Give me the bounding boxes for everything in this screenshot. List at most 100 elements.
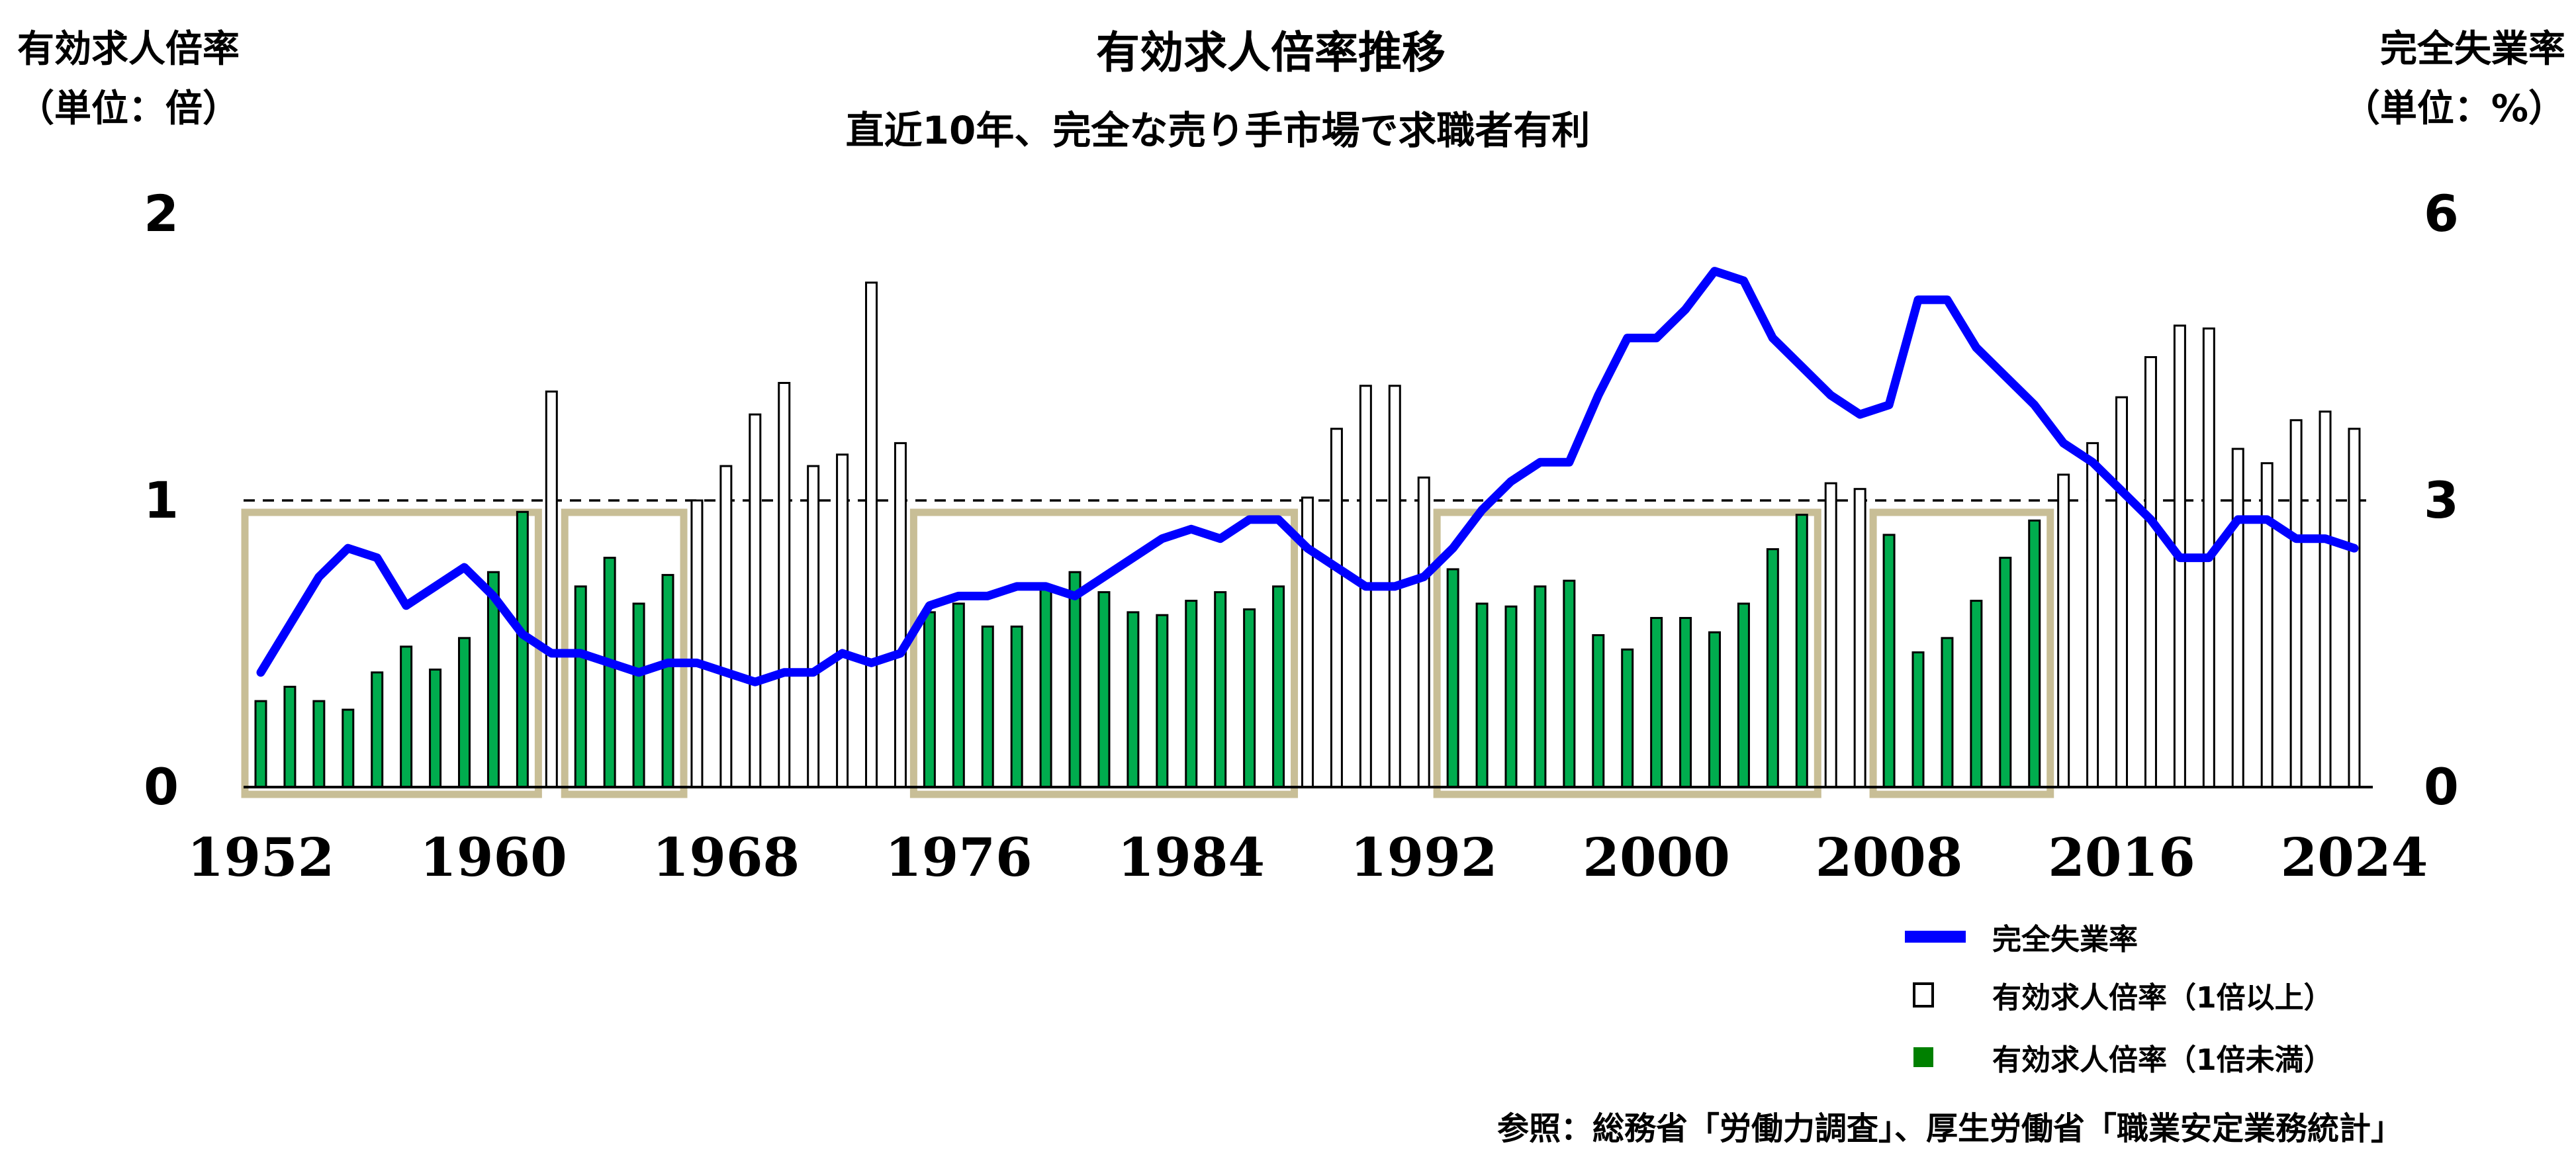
bar-1997 bbox=[1563, 579, 1576, 788]
right-axis-title: 完全失業率 （単位：%） bbox=[2342, 28, 2565, 130]
bar-2021 bbox=[2260, 462, 2274, 788]
bar-1973 bbox=[865, 281, 878, 788]
bar-2009 bbox=[1911, 651, 1925, 788]
bar-1984 bbox=[1185, 600, 1198, 788]
bar-1969 bbox=[749, 413, 762, 788]
legend-item-ratio-above-1: 有効求人倍率（1倍以上） bbox=[1893, 975, 2333, 1015]
bar-2003 bbox=[1737, 602, 1750, 788]
bar-1974 bbox=[894, 442, 907, 788]
right-axis-tick-label: 6 bbox=[2424, 184, 2459, 243]
bar-1959 bbox=[458, 637, 471, 788]
legend-label: 完全失業率 bbox=[1992, 923, 2138, 957]
bar-2013 bbox=[2028, 519, 2041, 788]
bar-1979 bbox=[1039, 585, 1052, 788]
bar-1999 bbox=[1621, 648, 1634, 788]
highlight-box-1 bbox=[241, 508, 542, 798]
chart-title: 有効求人倍率推移 bbox=[1096, 27, 1446, 78]
source-note: 参照：総務省「労働力調査」、厚生労働省「職業安定業務統計」 bbox=[1496, 1110, 2403, 1147]
bar-2024 bbox=[2348, 428, 2361, 788]
solid-square-icon bbox=[1913, 1047, 1933, 1067]
bar-2006 bbox=[1824, 482, 1837, 788]
bar-1963 bbox=[574, 585, 587, 788]
legend-label: 有効求人倍率（1倍以上） bbox=[1992, 981, 2333, 1015]
bar-2017 bbox=[2144, 356, 2157, 788]
bar-1968 bbox=[719, 465, 733, 788]
right-axis-tick-label: 3 bbox=[2424, 471, 2459, 530]
unemployment-line bbox=[256, 267, 2359, 686]
bar-1971 bbox=[807, 465, 820, 788]
right-axis-tick-label: 0 bbox=[2424, 757, 2459, 816]
bar-2000 bbox=[1650, 617, 1663, 788]
hollow-square-icon bbox=[1913, 982, 1934, 1008]
bar-1981 bbox=[1097, 591, 1111, 788]
bar-2007 bbox=[1853, 488, 1866, 788]
line-swatch-icon bbox=[1905, 931, 1966, 943]
x-axis-tick-label: 1976 bbox=[884, 826, 1033, 888]
left-axis-title: 有効求人倍率 （単位：倍） bbox=[17, 28, 240, 130]
legend-label: 有効求人倍率（1倍未満） bbox=[1992, 1043, 2333, 1077]
left-axis-tick-label: 0 bbox=[144, 757, 179, 816]
x-axis-tick-label: 2008 bbox=[1815, 826, 1963, 888]
left-axis-tick-label: 2 bbox=[144, 184, 179, 243]
x-axis-tick-label: 2016 bbox=[2048, 826, 2195, 888]
bar-1975 bbox=[923, 611, 936, 788]
x-axis-tick-label: 2000 bbox=[1583, 826, 1730, 888]
bar-1980 bbox=[1068, 571, 1081, 788]
bar-1965 bbox=[632, 602, 645, 788]
bar-1952 bbox=[254, 700, 267, 788]
bar-2012 bbox=[1999, 557, 2012, 788]
bar-2010 bbox=[1941, 637, 1954, 788]
bar-2004 bbox=[1766, 548, 1779, 788]
bar-1985 bbox=[1214, 591, 1227, 788]
x-axis-tick-label: 2024 bbox=[2280, 826, 2428, 888]
bar-1977 bbox=[981, 626, 994, 788]
bar-1967 bbox=[690, 499, 704, 788]
bar-2023 bbox=[2319, 410, 2332, 788]
bar-1958 bbox=[429, 668, 442, 788]
bar-1966 bbox=[661, 574, 674, 788]
bar-1998 bbox=[1592, 634, 1605, 788]
bar-2005 bbox=[1795, 514, 1808, 788]
highlight-box-4 bbox=[1433, 508, 1821, 798]
bar-1970 bbox=[778, 381, 791, 788]
bar-2016 bbox=[2115, 396, 2129, 788]
x-axis-tick-label: 1952 bbox=[187, 826, 335, 888]
bar-2002 bbox=[1708, 631, 1721, 788]
chart-subtitle: 直近10年、完全な売り手市場で求職者有利 bbox=[845, 108, 1590, 153]
bar-2011 bbox=[1970, 600, 1983, 788]
bar-1994 bbox=[1475, 602, 1489, 788]
bar-1956 bbox=[371, 671, 384, 788]
bar-1986 bbox=[1243, 608, 1256, 788]
legend-item-unemployment: 完全失業率 bbox=[1893, 917, 2138, 957]
bar-1961 bbox=[516, 510, 529, 788]
legend-item-ratio-below-1: 有効求人倍率（1倍未満） bbox=[1893, 1037, 2333, 1077]
bar-1972 bbox=[836, 453, 849, 788]
bar-2015 bbox=[2086, 442, 2099, 788]
bar-1953 bbox=[283, 685, 297, 788]
x-axis-tick-label: 1960 bbox=[420, 826, 567, 888]
bar-1954 bbox=[312, 700, 326, 788]
bar-1983 bbox=[1156, 614, 1169, 788]
bar-1995 bbox=[1504, 605, 1518, 788]
x-axis-tick-label: 1968 bbox=[652, 826, 800, 888]
bar-1996 bbox=[1534, 585, 1547, 788]
bar-1993 bbox=[1446, 568, 1459, 788]
bar-1978 bbox=[1010, 626, 1023, 788]
x-axis-tick-label: 1992 bbox=[1350, 826, 1498, 888]
bar-1992 bbox=[1417, 476, 1430, 788]
bar-2001 bbox=[1679, 617, 1692, 788]
bar-1957 bbox=[400, 645, 413, 788]
highlight-box-3 bbox=[909, 508, 1299, 798]
bar-1962 bbox=[545, 390, 558, 788]
bar-1982 bbox=[1127, 611, 1140, 788]
highlight-box-5 bbox=[1869, 508, 2054, 798]
bar-1987 bbox=[1272, 585, 1285, 788]
left-axis-tick-label: 1 bbox=[144, 471, 179, 530]
bar-2022 bbox=[2289, 419, 2303, 788]
x-axis-tick-label: 1984 bbox=[1117, 826, 1265, 888]
bar-1964 bbox=[603, 557, 616, 788]
bar-2008 bbox=[1882, 534, 1896, 788]
bar-1989 bbox=[1330, 428, 1343, 788]
